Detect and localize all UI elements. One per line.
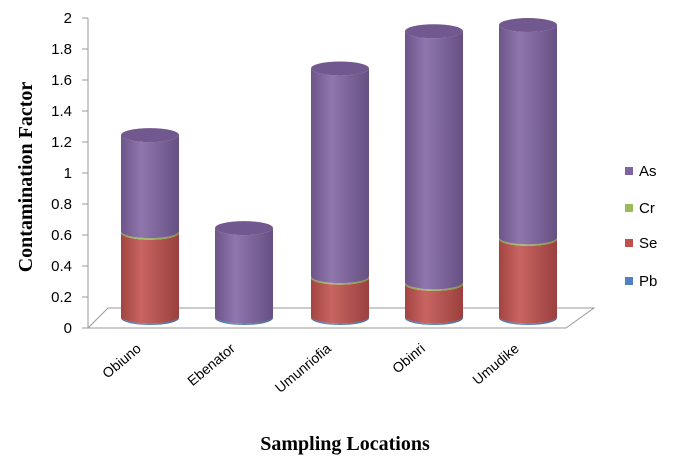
- bar-segment-pb: [499, 316, 557, 325]
- bar-stack-umudike: [499, 18, 557, 325]
- bar-top-cap: [215, 221, 273, 236]
- y-tick-label: 1: [64, 165, 72, 182]
- chart-legend: As Cr Se Pb: [625, 163, 657, 290]
- y-tick-label: 0.4: [51, 258, 72, 275]
- bar-segment-pb: [311, 316, 369, 325]
- y-tick-label: 1.6: [51, 72, 72, 89]
- bar-segment-se: [405, 283, 463, 324]
- chart-labels: Obiuno Ebenator Umunriofia Obinri Umudike: [99, 340, 522, 396]
- legend-swatch-as: [625, 167, 633, 175]
- legend-label-pb: Pb: [639, 273, 657, 290]
- bar-stack-obinri: [405, 24, 463, 325]
- y-tick-label: 2: [64, 10, 72, 27]
- bar-top-cap: [499, 18, 557, 33]
- y-tick-label: 1.8: [51, 41, 72, 58]
- bar-segment-as: [499, 25, 557, 245]
- chart-bars: [121, 18, 557, 325]
- y-tick-label: 0.6: [51, 227, 72, 244]
- bar-stack-obiuno: [121, 128, 179, 325]
- x-category-label: Umudike: [469, 340, 522, 388]
- bar-segment-as: [405, 31, 463, 290]
- x-category-label: Obinri: [389, 340, 428, 376]
- bar-segment-cr: [499, 237, 557, 246]
- bar-stack-umunriofia: [311, 61, 369, 325]
- bar-segment-pb: [215, 316, 273, 325]
- x-category-label: Ebenator: [184, 340, 238, 389]
- bar-segment-as: [215, 228, 273, 324]
- bar-segment-cr: [405, 282, 463, 291]
- chart-axes: 0 0.2 0.4 0.6 0.8 1 1.2 1.4 1.6 1.8 2: [51, 10, 89, 337]
- bar-segment-se: [311, 277, 369, 324]
- y-tick-label: 0.2: [51, 289, 72, 306]
- y-tick-label: 0.8: [51, 196, 72, 213]
- bar-segment-as: [311, 68, 369, 284]
- x-category-label: Umunriofia: [272, 340, 334, 396]
- legend-label-cr: Cr: [639, 200, 655, 217]
- bar-segment-pb: [405, 316, 463, 325]
- bar-segment-se: [121, 232, 179, 324]
- y-axis-title: Contamination Factor: [15, 82, 37, 273]
- legend-label-as: As: [639, 163, 657, 180]
- legend-label-se: Se: [639, 235, 657, 252]
- x-category-label: Obiuno: [99, 340, 144, 381]
- bar-segment-as: [121, 135, 179, 239]
- y-tick-label: 1.2: [51, 134, 72, 151]
- x-axis-title: Sampling Locations: [260, 433, 430, 455]
- bar-top-cap: [405, 24, 463, 39]
- legend-swatch-pb: [625, 277, 633, 285]
- bar-segment-se: [499, 238, 557, 324]
- legend-swatch-cr: [625, 204, 633, 212]
- y-tick-label: 0: [64, 320, 72, 337]
- bar-stack-ebenator: [215, 221, 273, 325]
- bar-segment-cr: [311, 276, 369, 285]
- bar-top-cap: [311, 61, 369, 76]
- bar-segment-cr: [121, 231, 179, 240]
- bar-top-cap: [121, 128, 179, 143]
- bar-segment-pb: [121, 316, 179, 325]
- y-tick-label: 1.4: [51, 103, 72, 120]
- legend-swatch-se: [625, 239, 633, 247]
